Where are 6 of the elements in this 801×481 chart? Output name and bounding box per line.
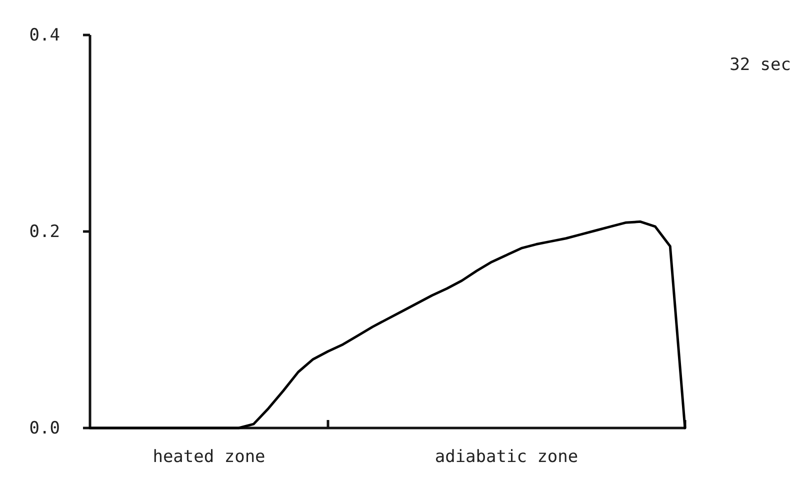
y-tick-label: 0.2 [29,222,60,242]
text: adiabatic zone [434,447,578,467]
text: 32 sec [730,55,791,75]
text: heated zone [152,447,266,467]
y-tick-label: 0.4 [29,25,60,46]
y-tick-label: 0.0 [29,418,60,438]
